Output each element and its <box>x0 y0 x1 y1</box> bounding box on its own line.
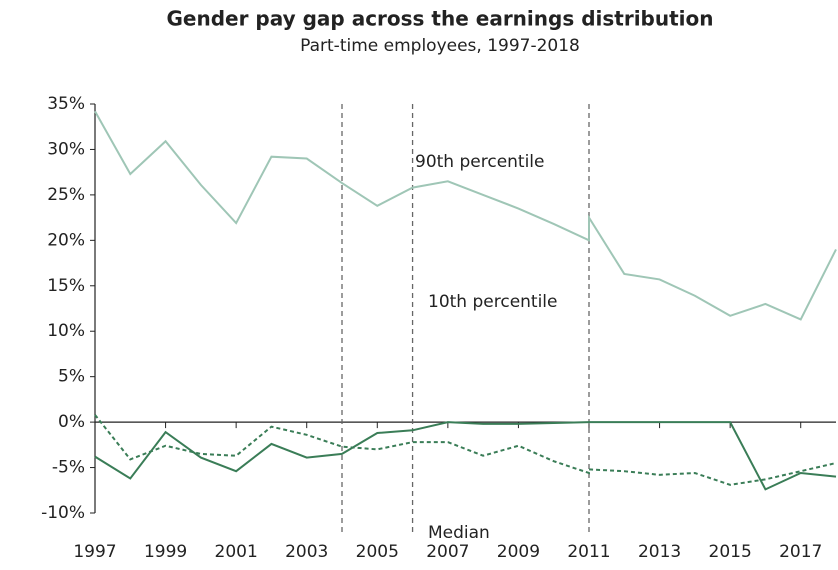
series-label: 10th percentile <box>428 292 558 312</box>
x-tick-label: 2005 <box>356 542 399 562</box>
series-label: 90th percentile <box>415 152 545 172</box>
chart-subtitle: Part-time employees, 1997-2018 <box>300 36 580 56</box>
series-line <box>94 421 837 491</box>
y-tick-label: 5% <box>58 367 85 387</box>
y-tick-label: 25% <box>47 185 85 205</box>
series-line <box>94 110 837 321</box>
x-tick-label: 2015 <box>709 542 752 562</box>
x-tick-label: 1997 <box>73 542 116 562</box>
x-tick-label: 2003 <box>285 542 328 562</box>
series-line <box>94 414 837 486</box>
x-tick-label: 2013 <box>638 542 681 562</box>
y-tick-label: 15% <box>47 276 85 296</box>
y-tick-label: -10% <box>41 503 85 523</box>
y-tick-label: 0% <box>58 412 85 432</box>
y-tick-label: -5% <box>52 458 85 478</box>
y-tick-label: 35% <box>47 94 85 114</box>
chart-title: Gender pay gap across the earnings distr… <box>166 7 713 31</box>
series-label: Median <box>428 523 490 543</box>
y-tick-label: 10% <box>47 321 85 341</box>
x-tick-label: 1999 <box>144 542 187 562</box>
x-tick-label: 2011 <box>567 542 610 562</box>
y-tick-label: 20% <box>47 230 85 250</box>
x-tick-label: 2017 <box>779 542 822 562</box>
x-tick-label: 2009 <box>497 542 540 562</box>
x-tick-label: 2001 <box>215 542 258 562</box>
y-tick-label: 30% <box>47 139 85 159</box>
x-tick-label: 2007 <box>426 542 469 562</box>
